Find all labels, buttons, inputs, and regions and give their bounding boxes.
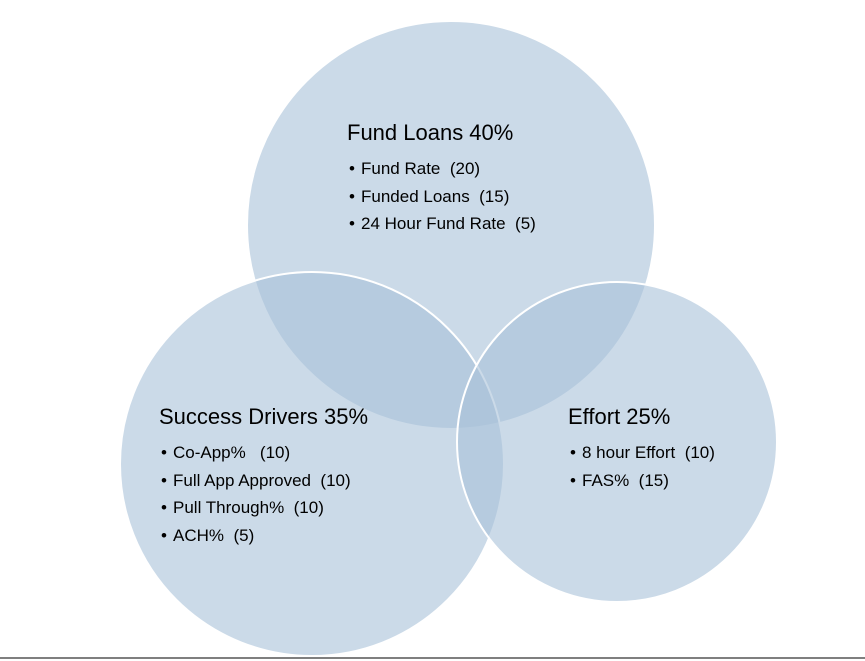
bottom-rule [0,657,865,659]
list-item-label: 8 hour Effort (10) [582,443,715,462]
list-item-label: Funded Loans (15) [361,186,510,206]
list-item: • Pull Through% (10) [161,494,368,522]
effort-list: • 8 hour Effort (10) • FAS% (15) [568,439,715,494]
bullet-icon: • [349,159,355,178]
list-item: • 24 Hour Fund Rate (5) [349,210,536,238]
list-item: • Fund Rate (20) [349,155,536,183]
bullet-icon: • [161,443,167,462]
fund-loans-title: Fund Loans 40% [347,120,514,145]
list-item: • 8 hour Effort (10) [570,439,715,467]
bullet-icon: • [161,498,167,517]
list-item: • Full App Approved (10) [161,467,368,495]
success-drivers-title: Success Drivers 35% [159,404,369,429]
list-item: • ACH% (5) [161,522,368,550]
list-item-label: Fund Rate (20) [361,159,481,178]
list-item-label: Co-App% (10) [173,443,291,462]
list-item-label: ACH% (5) [173,525,255,545]
list-item-label: Pull Through% (10) [173,498,324,517]
circle-effort [456,281,778,603]
list-item-label: Full App Approved (10) [173,470,351,490]
list-item: • Funded Loans (15) [349,183,536,211]
success-drivers-list: • Co-App% (10) • Full App Approved (10) • P… [159,439,368,549]
bullet-icon: • [349,214,355,233]
bullet-icon: • [570,443,576,462]
effort-title: Effort 25% [568,404,671,429]
success-drivers-group: Success Drivers 35% • Co-App% (10) • Full … [159,403,368,549]
bullet-icon: • [570,470,576,490]
bullet-icon: • [161,470,167,490]
effort-group: Effort 25% • 8 hour Effort (10) • FAS% (15… [568,403,715,494]
fund-loans-list: • Fund Rate (20) • Funded Loans (15) • 24 H… [347,155,536,238]
bullet-icon: • [349,186,355,206]
fund-loans-group: Fund Loans 40% • Fund Rate (20) • Funded L… [347,119,536,238]
list-item: • FAS% (15) [570,467,715,495]
list-item-label: 24 Hour Fund Rate (5) [361,214,536,233]
list-item: • Co-App% (10) [161,439,368,467]
list-item-label: FAS% (15) [582,470,669,490]
bullet-icon: • [161,525,167,545]
